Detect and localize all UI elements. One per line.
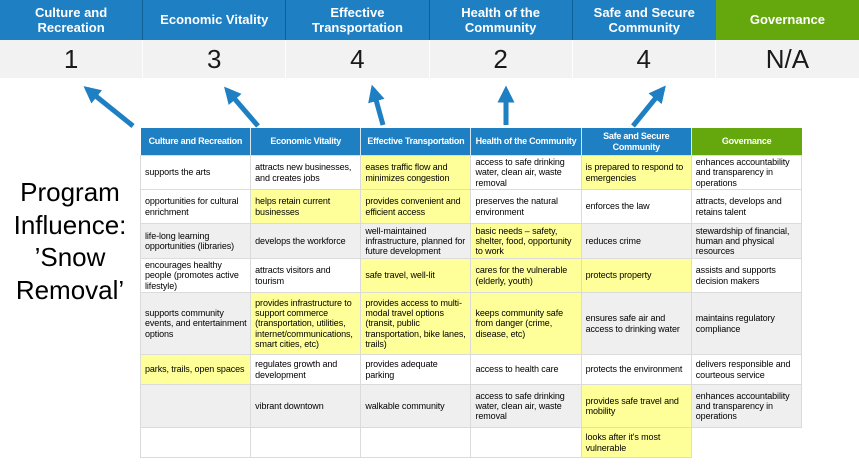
summary-column: Health of the Community 2 — [429, 0, 573, 78]
matrix-row: supports community events, and entertain… — [139, 292, 803, 356]
matrix-cell-highlighted: cares for the vulnerable (elderly, youth… — [470, 258, 582, 294]
matrix-row: parks, trails, open spaces regulates grow… — [139, 354, 803, 386]
summary-column: Culture and Recreation 1 — [0, 0, 144, 78]
summary-score: N/A — [715, 40, 859, 78]
matrix-cell-highlighted: keeps community safe from danger (crime,… — [470, 292, 582, 356]
summary-column: Safe and Secure Community 4 — [572, 0, 716, 78]
summary-score: 3 — [143, 40, 287, 78]
matrix-row: encourages healthy people (promotes acti… — [139, 258, 803, 294]
matrix-cell: enhances accountability and transparency… — [690, 384, 803, 429]
matrix-cell-highlighted: provides safe travel and mobility — [580, 384, 692, 429]
matrix-column-header: Health of the Community — [470, 128, 582, 156]
matrix-cell: supports the arts — [139, 154, 252, 191]
matrix-cell: ensures safe air and access to drinking … — [580, 292, 692, 356]
matrix-cell: maintains regulatory compliance — [690, 292, 803, 356]
matrix-cell: delivers responsible and courteous servi… — [690, 354, 803, 386]
matrix-cell: life-long learning opportunities (librar… — [139, 223, 252, 260]
matrix-cell-highlighted: is prepared to respond to emergencies — [580, 154, 692, 191]
influence-arrow — [224, 86, 260, 128]
summary-band: Culture and Recreation 1 Economic Vitality… — [0, 0, 859, 78]
influence-arrow — [631, 85, 666, 128]
summary-category-header: Safe and Secure Community — [572, 0, 716, 40]
matrix-cell: vibrant downtown — [250, 384, 362, 429]
matrix-cell: reduces crime — [580, 223, 692, 260]
summary-score: 1 — [0, 40, 144, 78]
matrix-cell-highlighted: provides access to multi-modal travel op… — [360, 292, 472, 356]
matrix-row: looks after it's most vulnerable — [139, 427, 802, 459]
summary-score: 4 — [286, 40, 430, 78]
matrix-cell-highlighted: safe travel, well-lit — [360, 258, 472, 294]
matrix-cell: provides adequate parking — [360, 354, 472, 386]
matrix-row: supports the arts attracts new businesses… — [139, 154, 803, 191]
summary-column: Effective Transportation 4 — [286, 0, 430, 78]
matrix-cell: encourages healthy people (promotes acti… — [139, 258, 252, 294]
matrix-cell: develops the workforce — [250, 223, 362, 260]
matrix-cell-highlighted: looks after it's most vulnerable — [580, 427, 692, 459]
matrix-column-header: Governance — [691, 128, 802, 156]
summary-category-header: Culture and Recreation — [0, 0, 144, 40]
matrix-column-header: Effective Transportation — [360, 128, 472, 156]
matrix-cell: enhances accountability and transparency… — [690, 154, 803, 191]
matrix-cell: access to safe drinking water, clean air… — [470, 154, 582, 191]
matrix-cell — [139, 384, 252, 429]
influence-arrow — [368, 84, 386, 126]
matrix-cell-highlighted: helps retain current businesses — [250, 189, 362, 225]
matrix-cell: stewardship of financial, human and phys… — [690, 223, 803, 260]
matrix-cell-highlighted: parks, trails, open spaces — [139, 354, 252, 386]
matrix-cell — [691, 427, 802, 458]
summary-category-header: Effective Transportation — [286, 0, 430, 40]
matrix-cell: well-maintained infrastructure, planned … — [360, 223, 472, 260]
matrix-column-header: Economic Vitality — [250, 128, 362, 156]
matrix-cell: preserves the natural environment — [470, 189, 582, 225]
matrix-column-header: Safe and Secure Community — [581, 128, 692, 156]
matrix-cell: protects the environment — [580, 354, 692, 386]
summary-column: Governance N/A — [715, 0, 859, 78]
matrix-cell-highlighted: protects property — [580, 258, 692, 294]
matrix-column-header: Culture and Recreation — [140, 128, 252, 156]
influence-arrows — [83, 84, 666, 128]
summary-column: Economic Vitality 3 — [143, 0, 287, 78]
page-title: Program Influence: ’Snow Removal’ — [13, 177, 127, 305]
matrix-cell — [360, 427, 472, 459]
matrix-cell: supports community events, and entertain… — [139, 292, 252, 356]
matrix-cell: assists and supports decision makers — [690, 258, 803, 294]
summary-category-header: Health of the Community — [429, 0, 573, 40]
matrix-cell — [470, 427, 582, 459]
matrix-cell: attracts visitors and tourism — [250, 258, 362, 294]
influence-matrix: Culture and Recreation Economic Vitality E… — [139, 128, 803, 459]
matrix-cell: walkable community — [360, 384, 472, 429]
matrix-row: opportunities for cultural enrichment hel… — [139, 189, 803, 225]
matrix-cell: attracts, develops and retains talent — [690, 189, 803, 225]
matrix-row: life-long learning opportunities (librar… — [139, 223, 803, 260]
matrix-cell — [139, 427, 252, 459]
matrix-cell-highlighted: eases traffic flow and minimizes congest… — [360, 154, 472, 191]
matrix-cell-highlighted: basic needs – safety, shelter, food, opp… — [470, 223, 582, 260]
matrix-header-row: Culture and Recreation Economic Vitality E… — [140, 128, 802, 156]
summary-category-header: Economic Vitality — [143, 0, 287, 40]
matrix-cell: opportunities for cultural enrichment — [139, 189, 252, 225]
matrix-cell: access to safe drinking water, clean air… — [470, 384, 582, 429]
matrix-cell — [250, 427, 362, 459]
matrix-cell: access to health care — [470, 354, 582, 386]
summary-category-header: Governance — [715, 0, 859, 40]
matrix-cell: attracts new businesses, and creates job… — [250, 154, 362, 191]
influence-arrow — [83, 86, 135, 128]
summary-score: 4 — [572, 40, 716, 78]
matrix-cell-highlighted: provides infrastructure to support comme… — [250, 292, 362, 356]
matrix-cell: enforces the law — [580, 189, 692, 225]
summary-score: 2 — [429, 40, 573, 78]
matrix-body: supports the arts attracts new businesses… — [139, 154, 803, 459]
matrix-cell: regulates growth and development — [250, 354, 362, 386]
matrix-row: vibrant downtown walkable community access… — [139, 384, 803, 429]
matrix-cell-highlighted: provides convenient and efficient access — [360, 189, 472, 225]
